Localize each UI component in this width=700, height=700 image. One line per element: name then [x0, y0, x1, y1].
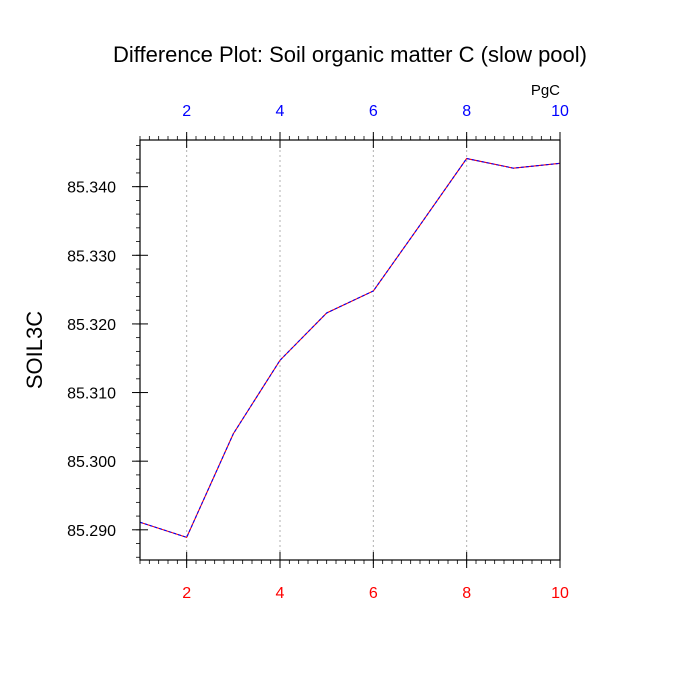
x-top-tick-label: 6 — [369, 103, 378, 120]
x-bottom-tick-label: 8 — [462, 585, 471, 602]
x-bottom-tick-label: 6 — [369, 585, 378, 602]
series-line-dashed — [139, 157, 561, 539]
series-lines — [139, 157, 561, 539]
x-bottom-tick-label: 10 — [551, 585, 569, 602]
grid-lines — [186, 140, 468, 560]
series-line-solid — [139, 157, 561, 539]
y-tick-label: 85.310 — [67, 386, 116, 403]
x-top-tick-label: 10 — [551, 103, 569, 120]
units-label: PgC — [531, 82, 560, 99]
plot-frame — [139, 139, 561, 561]
x-top-tick-label: 4 — [276, 103, 285, 120]
x-top-tick-label: 8 — [462, 103, 471, 120]
x-top-tick-label: 2 — [182, 103, 191, 120]
y-axis-label: SOIL3C — [22, 311, 47, 389]
y-tick-label: 85.340 — [67, 180, 116, 197]
x-bottom-tick-label: 4 — [276, 585, 285, 602]
x-bottom-tick-label: 2 — [182, 585, 191, 602]
y-tick-label: 85.290 — [67, 523, 116, 540]
tick-labels: 2 4 6 8 10 2 4 6 8 10 85.290 85.300 85.310 85.320 85.3… — [67, 103, 569, 602]
y-tick-label: 85.320 — [67, 317, 116, 334]
y-tick-label: 85.300 — [67, 454, 116, 471]
y-tick-label: 85.330 — [67, 248, 116, 265]
chart-title: Difference Plot: Soil organic matter C (… — [113, 42, 587, 67]
axis-ticks — [132, 132, 561, 568]
